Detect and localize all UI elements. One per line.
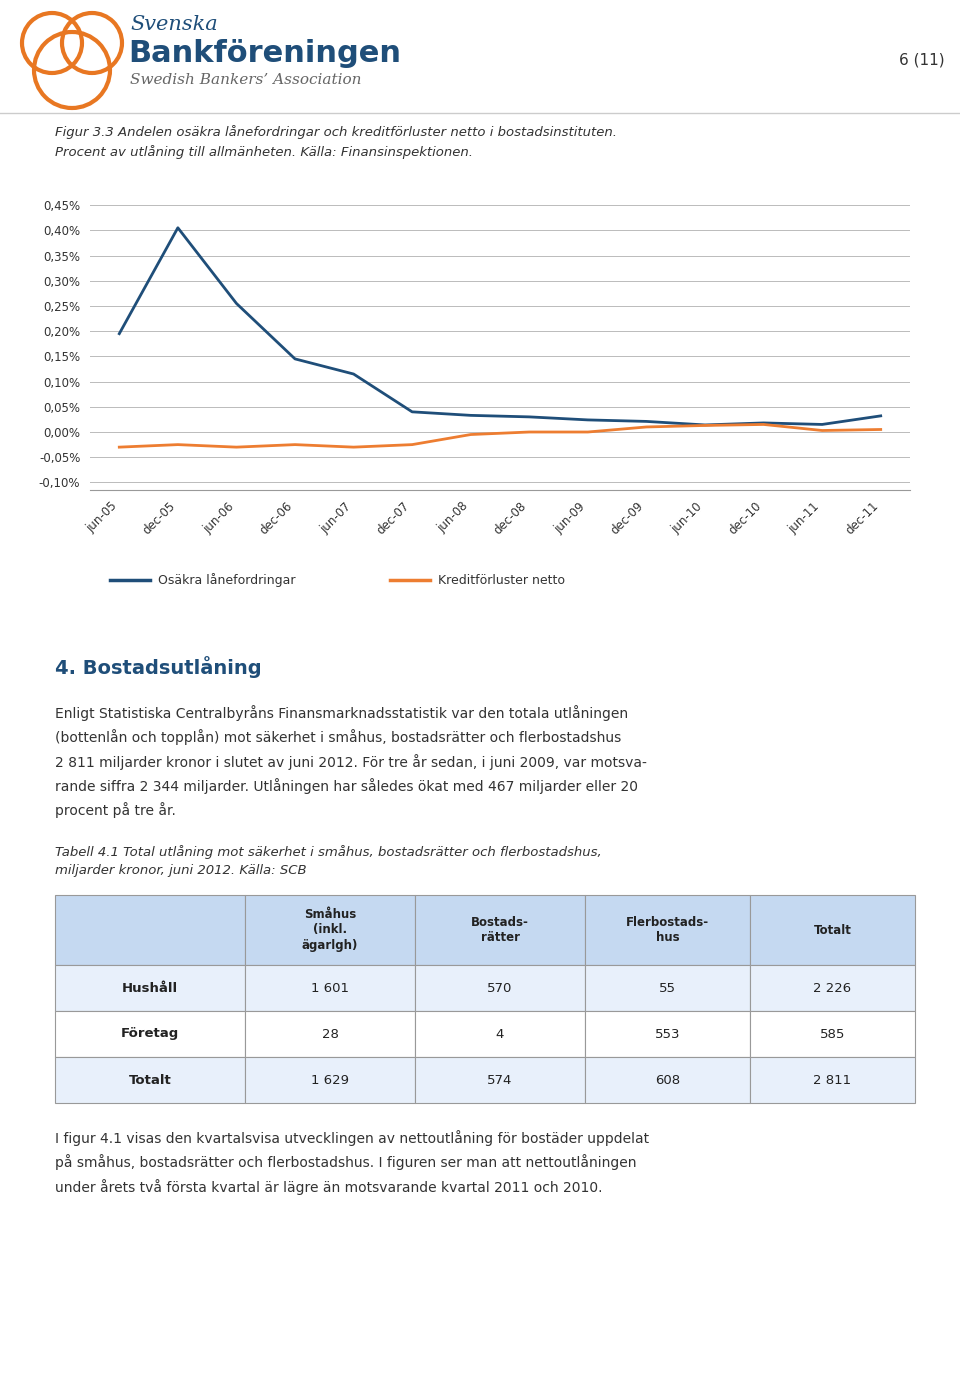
FancyBboxPatch shape	[415, 1011, 585, 1057]
Text: Flerbostads-
hus: Flerbostads- hus	[626, 916, 709, 944]
FancyBboxPatch shape	[585, 895, 750, 965]
Text: 608: 608	[655, 1074, 680, 1086]
Text: Bostads-
rätter: Bostads- rätter	[471, 916, 529, 944]
Text: Småhus
(inkl.
ägarlgh): Småhus (inkl. ägarlgh)	[301, 909, 358, 952]
Text: 4: 4	[495, 1028, 504, 1040]
Text: 28: 28	[322, 1028, 339, 1040]
FancyBboxPatch shape	[55, 895, 245, 965]
FancyBboxPatch shape	[585, 1057, 750, 1103]
FancyBboxPatch shape	[585, 965, 750, 1011]
Text: 4. Bostadsutlåning: 4. Bostadsutlåning	[55, 657, 262, 678]
Text: Bankföreningen: Bankföreningen	[128, 39, 401, 67]
Text: 1 629: 1 629	[311, 1074, 349, 1086]
Text: 553: 553	[655, 1028, 681, 1040]
FancyBboxPatch shape	[55, 965, 245, 1011]
FancyBboxPatch shape	[750, 895, 915, 965]
Text: 1 601: 1 601	[311, 981, 349, 994]
Text: Hushåll: Hushåll	[122, 981, 178, 994]
FancyBboxPatch shape	[750, 1011, 915, 1057]
Text: Företag: Företag	[121, 1028, 180, 1040]
Text: Totalt: Totalt	[813, 924, 852, 937]
FancyBboxPatch shape	[245, 965, 415, 1011]
FancyBboxPatch shape	[245, 1057, 415, 1103]
Text: 585: 585	[820, 1028, 845, 1040]
Text: Kreditförluster netto: Kreditförluster netto	[438, 573, 565, 587]
Text: Figur 3.3 Andelen osäkra lånefordringar och kreditförluster netto i bostadsinsti: Figur 3.3 Andelen osäkra lånefordringar …	[55, 124, 617, 159]
FancyBboxPatch shape	[55, 1011, 245, 1057]
FancyBboxPatch shape	[750, 965, 915, 1011]
Text: 2 811: 2 811	[813, 1074, 852, 1086]
FancyBboxPatch shape	[415, 1057, 585, 1103]
FancyBboxPatch shape	[415, 895, 585, 965]
Text: 6 (11): 6 (11)	[900, 53, 945, 67]
Text: Enligt Statistiska Centralbyråns Finansmarknadsstatistik var den totala utlåning: Enligt Statistiska Centralbyråns Finansm…	[55, 705, 647, 818]
Text: 574: 574	[488, 1074, 513, 1086]
Text: 570: 570	[488, 981, 513, 994]
Text: Tabell 4.1 Total utlåning mot säkerhet i småhus, bostadsrätter och flerbostadshu: Tabell 4.1 Total utlåning mot säkerhet i…	[55, 844, 602, 877]
FancyBboxPatch shape	[750, 1057, 915, 1103]
Text: I figur 4.1 visas den kvartalsvisa utvecklingen av nettoutlåning för bostäder up: I figur 4.1 visas den kvartalsvisa utvec…	[55, 1130, 649, 1195]
FancyBboxPatch shape	[585, 1011, 750, 1057]
FancyBboxPatch shape	[55, 1057, 245, 1103]
FancyBboxPatch shape	[245, 1011, 415, 1057]
Text: Totalt: Totalt	[129, 1074, 172, 1086]
FancyBboxPatch shape	[415, 965, 585, 1011]
Text: 55: 55	[659, 981, 676, 994]
Text: 2 226: 2 226	[813, 981, 852, 994]
Text: Osäkra lånefordringar: Osäkra lånefordringar	[158, 573, 296, 587]
FancyBboxPatch shape	[245, 895, 415, 965]
Text: Svenska: Svenska	[130, 15, 218, 35]
Text: Swedish Bankers’ Association: Swedish Bankers’ Association	[130, 73, 362, 87]
